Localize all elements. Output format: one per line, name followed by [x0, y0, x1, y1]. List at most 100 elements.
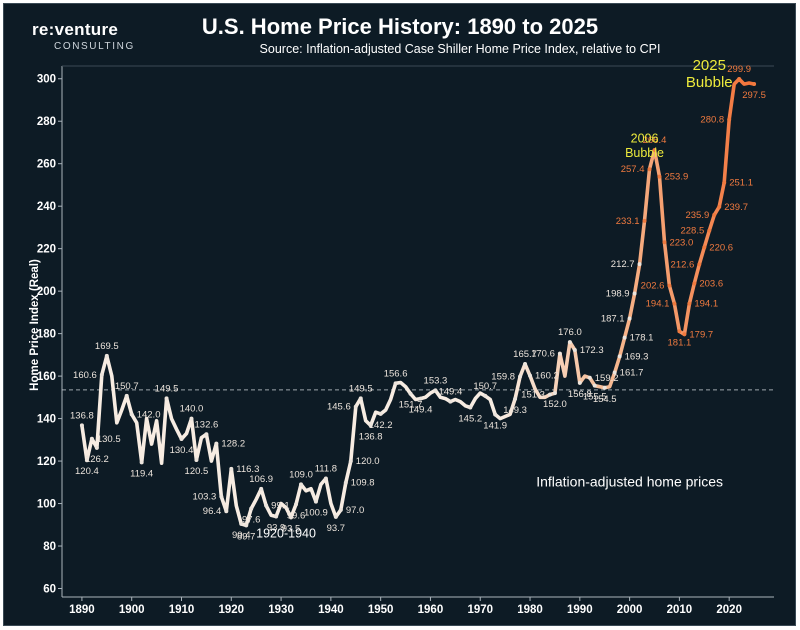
x-tick-label: 1910 [169, 604, 195, 616]
data-point [637, 262, 642, 267]
data-label: 155.5 [583, 392, 607, 403]
data-point [647, 167, 652, 172]
data-label: 179.7 [689, 329, 713, 340]
data-label: 120.5 [185, 466, 209, 477]
bubble-annotation: Bubble [686, 74, 733, 91]
data-label: 132.6 [195, 419, 219, 430]
data-label: 235.9 [685, 210, 709, 221]
data-label: 228.5 [680, 226, 704, 237]
data-point [433, 388, 438, 393]
data-label: 149.3 [503, 405, 527, 416]
data-point [642, 218, 647, 223]
data-label: 159.2 [595, 373, 619, 384]
data-label: 141.9 [483, 421, 507, 432]
data-label: 111.8 [315, 463, 337, 474]
data-point [727, 117, 732, 122]
data-point [249, 506, 254, 511]
y-tick-label: 140 [37, 414, 56, 426]
data-point [513, 396, 518, 401]
data-point [239, 521, 244, 526]
data-label: 116.3 [236, 464, 259, 475]
data-point [632, 291, 637, 296]
y-tick-label: 280 [37, 116, 56, 128]
data-label: 280.8 [700, 115, 724, 126]
data-label: 150.7 [473, 381, 497, 392]
data-label: 187.1 [601, 314, 625, 325]
x-tick-label: 1960 [418, 604, 444, 616]
data-label: 194.1 [694, 299, 718, 310]
data-point [229, 466, 234, 471]
x-tick-label: 2020 [716, 604, 742, 616]
data-label: 233.1 [616, 216, 640, 227]
chart-subtitle: Source: Inflation-adjusted Case Shiller … [259, 42, 661, 56]
y-tick-label: 120 [37, 456, 56, 468]
data-label: 151.3 [521, 390, 545, 401]
data-point [677, 329, 682, 334]
y-axis-label: Home Price Index (Real) [29, 259, 41, 391]
data-point [572, 347, 577, 352]
data-label: 220.6 [709, 242, 733, 253]
data-point [393, 381, 398, 386]
data-point [552, 391, 557, 396]
data-point [289, 515, 294, 520]
data-point [602, 385, 607, 390]
data-point [528, 373, 533, 378]
data-point [587, 375, 592, 380]
x-tick-label: 1900 [119, 604, 145, 616]
y-tick-label: 300 [37, 74, 56, 86]
data-label: 149.4 [438, 387, 462, 398]
data-point [737, 76, 742, 81]
data-label: 223.0 [669, 237, 693, 248]
x-tick-label: 1890 [69, 604, 95, 616]
data-point [323, 476, 328, 481]
data-label: 93.9 [267, 523, 286, 534]
data-point [612, 370, 617, 375]
data-label: 212.6 [671, 259, 695, 270]
data-label: 89.7 [237, 531, 256, 542]
data-point [577, 380, 582, 385]
data-point [189, 416, 194, 421]
x-tick-label: 1940 [318, 604, 344, 616]
y-tick-label: 200 [37, 286, 56, 298]
data-label: 251.1 [729, 178, 753, 189]
data-label: 151.7 [399, 400, 423, 411]
data-label: 128.2 [221, 439, 245, 450]
data-label: 160.2 [535, 371, 559, 382]
x-tick-label: 1930 [268, 604, 294, 616]
y-tick-label: 180 [37, 329, 56, 341]
data-point [547, 392, 552, 397]
data-label: 97.6 [242, 515, 261, 526]
bubble-annotation: Bubble [625, 146, 664, 160]
data-point [687, 301, 692, 306]
data-point [313, 499, 318, 504]
brand-logo: re:venture [32, 20, 119, 39]
data-point [493, 412, 498, 417]
data-point [333, 514, 338, 519]
data-point [652, 148, 657, 153]
data-point [338, 507, 343, 512]
data-point [164, 396, 169, 401]
y-tick-label: 60 [43, 584, 56, 596]
data-label: 100.9 [304, 508, 328, 519]
data-point [592, 383, 597, 388]
data-point [483, 393, 488, 398]
data-point [717, 204, 722, 209]
data-point [94, 445, 99, 450]
data-point [99, 372, 104, 377]
data-point [353, 404, 358, 409]
chart-frame [3, 3, 796, 626]
data-point [104, 353, 109, 358]
data-point [523, 361, 528, 366]
data-point [259, 486, 264, 491]
data-point [139, 460, 144, 465]
data-point [418, 396, 423, 401]
data-point [557, 351, 562, 356]
data-label: 239.7 [724, 202, 748, 213]
data-label: 97.0 [346, 505, 365, 516]
data-point [722, 180, 727, 185]
data-label: 156.8 [568, 389, 592, 400]
data-label: 106.9 [249, 474, 273, 485]
data-label: 99.6 [287, 510, 306, 521]
data-point [224, 509, 229, 514]
data-label: 153.3 [424, 375, 448, 386]
